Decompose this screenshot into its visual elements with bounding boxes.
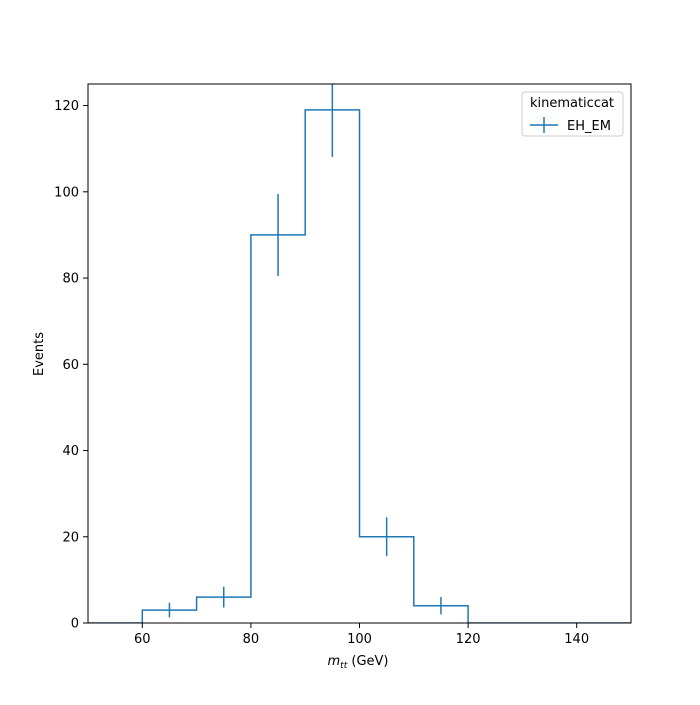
y-tick-label: 100 xyxy=(54,185,79,200)
axis-ticks: 60 80 100 120 140 0 20 40 60 80 100 120 xyxy=(54,99,589,647)
y-tick-label: 20 xyxy=(62,530,79,545)
x-tick-label: 120 xyxy=(456,632,481,647)
series-0 xyxy=(88,84,631,623)
x-tick-label: 60 xyxy=(134,632,151,647)
legend-label-eh-em: EH_EM xyxy=(567,119,611,134)
plot-frame xyxy=(87,83,632,624)
y-tick-label: 40 xyxy=(62,444,79,459)
legend: kinematiccat EH_EM xyxy=(521,91,624,137)
y-tick-label: 80 xyxy=(62,272,79,287)
y-tick-label: 0 xyxy=(71,617,79,632)
y-tick-label: 60 xyxy=(62,358,79,373)
x-tick-label: 100 xyxy=(347,632,372,647)
y-tick-label: 120 xyxy=(54,99,79,114)
data-layer xyxy=(88,84,631,623)
x-tick-label: 140 xyxy=(564,632,589,647)
legend-title: kinematiccat xyxy=(530,96,614,111)
x-axis-title: mtt (GeV) xyxy=(328,654,389,671)
x-tick-label: 80 xyxy=(243,632,260,647)
y-axis-title: Events xyxy=(32,332,47,376)
